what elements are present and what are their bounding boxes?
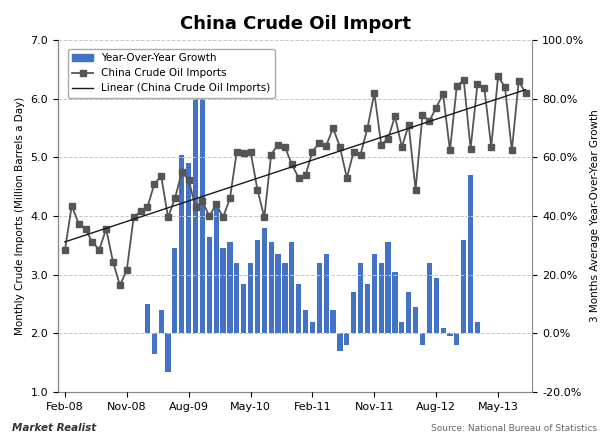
Bar: [207, 237, 212, 334]
Bar: [323, 254, 329, 334]
Bar: [248, 263, 253, 334]
Bar: [454, 334, 459, 345]
Y-axis label: Monthly Crude Imports (Million Barrels a Day): Monthly Crude Imports (Million Barrels a…: [15, 97, 25, 335]
Bar: [447, 334, 453, 336]
Bar: [172, 248, 178, 334]
Bar: [193, 66, 198, 334]
Bar: [461, 239, 466, 334]
Bar: [255, 239, 260, 334]
Bar: [330, 310, 336, 334]
Bar: [344, 334, 349, 345]
Bar: [179, 154, 184, 334]
Bar: [434, 278, 438, 334]
Text: Source: National Bureau of Statistics: Source: National Bureau of Statistics: [430, 425, 597, 433]
Bar: [392, 272, 397, 334]
Bar: [379, 263, 384, 334]
Bar: [262, 228, 267, 334]
Bar: [186, 163, 191, 334]
Bar: [420, 334, 425, 345]
Bar: [338, 334, 343, 351]
Bar: [399, 322, 405, 334]
Bar: [310, 322, 315, 334]
Bar: [440, 327, 446, 334]
Bar: [351, 292, 356, 334]
Legend: Year-Over-Year Growth, China Crude Oil Imports, Linear (China Crude Oil Imports): Year-Over-Year Growth, China Crude Oil I…: [68, 49, 275, 98]
Bar: [276, 254, 280, 334]
Bar: [220, 248, 226, 334]
Bar: [241, 283, 246, 334]
Bar: [371, 254, 377, 334]
Bar: [358, 263, 363, 334]
Bar: [406, 292, 411, 334]
Text: Market Realist: Market Realist: [12, 423, 97, 433]
Bar: [317, 263, 322, 334]
Bar: [228, 242, 232, 334]
Bar: [234, 263, 239, 334]
Bar: [427, 263, 432, 334]
Bar: [386, 242, 391, 334]
Bar: [282, 263, 288, 334]
Bar: [159, 310, 164, 334]
Bar: [296, 283, 301, 334]
Bar: [365, 283, 370, 334]
Bar: [200, 52, 205, 334]
Bar: [213, 207, 219, 334]
Bar: [289, 242, 295, 334]
Bar: [303, 310, 308, 334]
Bar: [413, 307, 418, 334]
Y-axis label: 3 Months Average Year-Over-Year Growth: 3 Months Average Year-Over-Year Growth: [590, 110, 600, 323]
Bar: [468, 175, 473, 334]
Bar: [152, 334, 157, 354]
Bar: [145, 304, 150, 334]
Title: China Crude Oil Import: China Crude Oil Import: [180, 15, 411, 33]
Bar: [165, 334, 170, 371]
Bar: [269, 242, 274, 334]
Bar: [475, 322, 480, 334]
